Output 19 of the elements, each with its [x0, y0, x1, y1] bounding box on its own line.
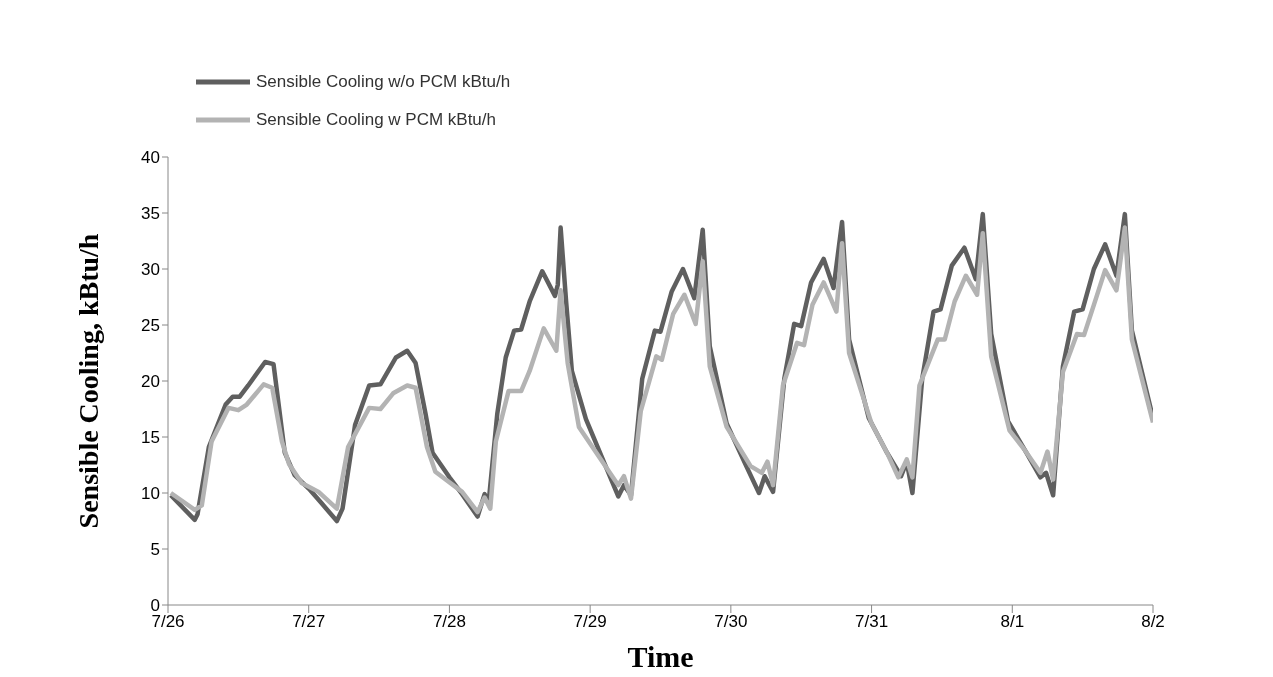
legend-label: Sensible Cooling w/o PCM kBtu/h: [256, 72, 511, 92]
x-tick-label: 7/29: [573, 612, 607, 632]
y-tick-label: 20: [141, 372, 160, 392]
x-tick-label: 8/1: [1000, 612, 1025, 632]
y-tick-label: 30: [141, 260, 160, 280]
x-tick-label: 7/27: [292, 612, 326, 632]
x-tick-label: 7/28: [432, 612, 466, 632]
y-tick-label: 35: [141, 204, 160, 224]
x-tick-label: 7/30: [714, 612, 748, 632]
y-tick-label: 10: [141, 484, 160, 504]
legend-label: Sensible Cooling w PCM kBtu/h: [256, 110, 497, 130]
y-tick-label: 25: [141, 316, 160, 336]
y-tick-label: 5: [150, 540, 160, 560]
x-tick-label: 8/2: [1141, 612, 1165, 632]
y-axis-title: Sensible Cooling, kBtu/h: [72, 233, 104, 529]
y-tick-label: 15: [141, 428, 160, 448]
x-tick-label: 7/31: [855, 612, 889, 632]
y-tick-label: 40: [141, 148, 160, 168]
x-axis-title: Time: [627, 640, 694, 673]
